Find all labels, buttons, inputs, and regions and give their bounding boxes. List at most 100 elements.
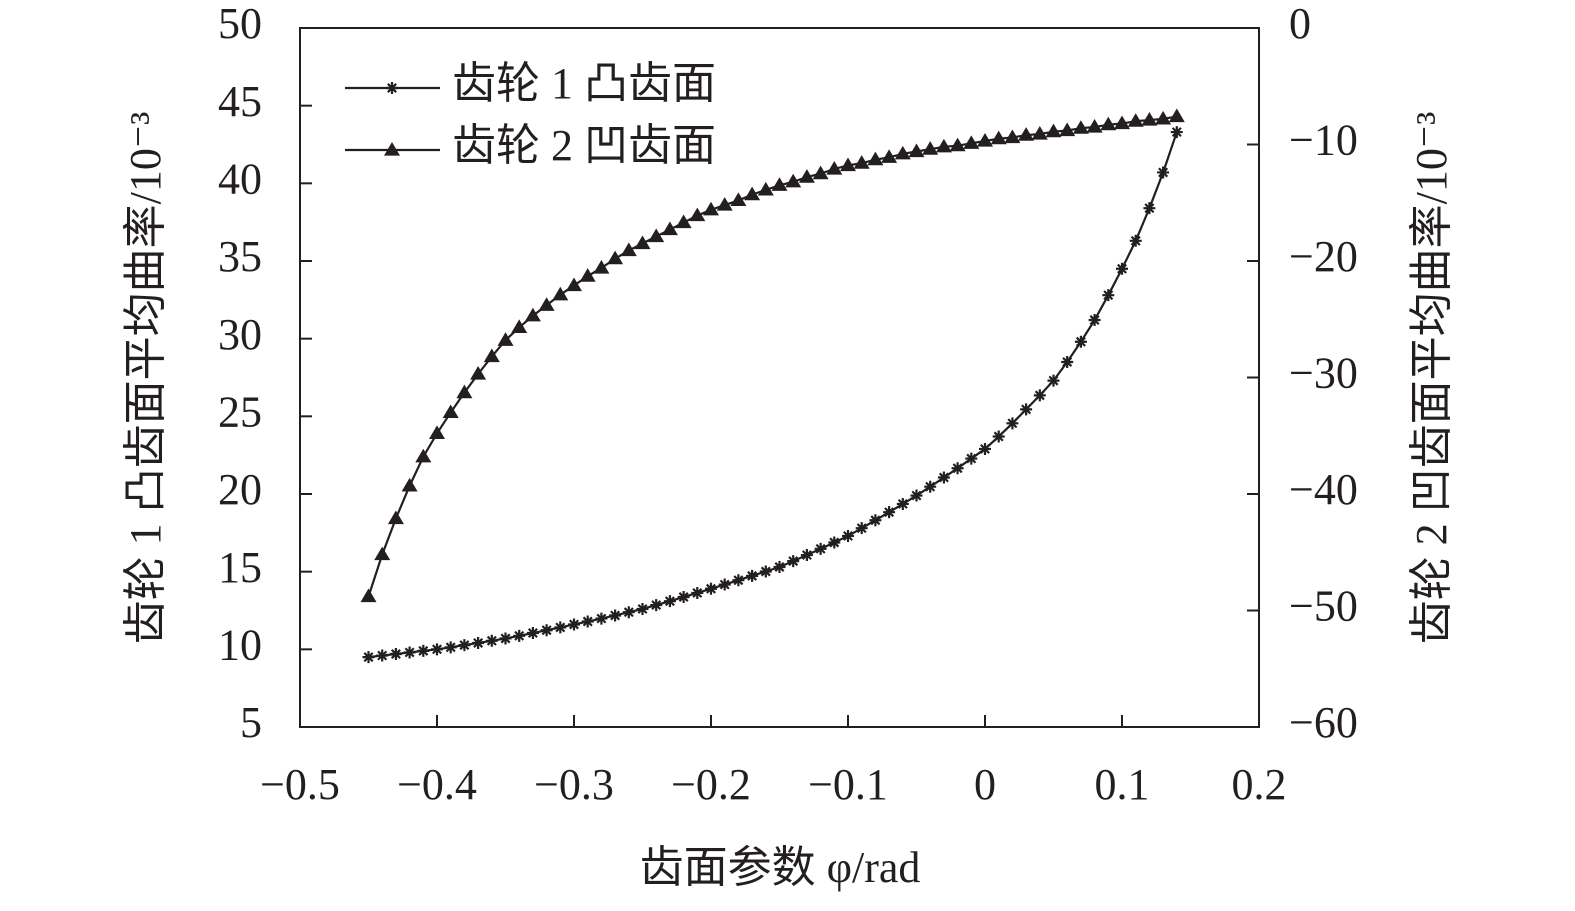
triangle-marker [552, 286, 569, 301]
y2-tick-label: −20 [1289, 232, 1358, 281]
triangle-marker [415, 448, 432, 463]
y-tick-label: 50 [218, 0, 262, 48]
triangle-marker [689, 207, 706, 222]
star-marker [417, 644, 430, 657]
y2-tick-label: 0 [1289, 0, 1311, 48]
triangle-marker [922, 141, 939, 155]
triangle-marker [812, 165, 829, 180]
triangle-marker [840, 157, 856, 172]
star-marker [800, 549, 813, 562]
star-marker [609, 609, 622, 622]
triangle-marker [620, 242, 637, 257]
star-marker [773, 561, 786, 574]
triangle-marker [401, 477, 418, 492]
y2-tick-label: −50 [1289, 582, 1358, 631]
y-tick-label: 20 [218, 465, 262, 514]
triangle-marker [990, 130, 1007, 145]
star-marker [444, 641, 457, 654]
triangle-marker [1018, 127, 1035, 141]
triangle-marker [1004, 129, 1021, 144]
triangle-marker [675, 214, 692, 229]
x-tick-label: 0.1 [1095, 760, 1150, 809]
triangle-marker [497, 332, 514, 346]
y-tick-label: 10 [218, 620, 262, 669]
star-marker [883, 506, 896, 519]
triangle-marker [648, 228, 665, 243]
star-marker [992, 430, 1005, 443]
y-tick-label: 45 [218, 77, 262, 126]
triangle-marker [744, 186, 761, 201]
star-marker [386, 82, 398, 94]
triangle-marker [1168, 108, 1185, 123]
star-marker [540, 624, 553, 637]
x-tick-label: −0.4 [397, 760, 477, 809]
y2-tick-label: −40 [1289, 465, 1358, 514]
triangle-marker [1141, 112, 1158, 126]
star-marker [1020, 403, 1033, 416]
triangle-marker [716, 197, 733, 211]
star-marker [650, 599, 663, 612]
star-marker [1102, 289, 1115, 302]
y2-tick-label: −60 [1289, 698, 1358, 747]
star-marker [746, 569, 759, 582]
star-marker [759, 565, 772, 578]
triangle-marker [661, 221, 678, 236]
triangle-marker [785, 173, 802, 188]
star-marker [979, 442, 991, 455]
star-marker [1170, 126, 1183, 139]
y-tick-label: 5 [240, 698, 262, 747]
legend-label: 齿轮 1 凸齿面 [452, 59, 716, 108]
star-marker [842, 529, 854, 542]
star-marker [499, 632, 512, 645]
triangle-marker [1072, 120, 1089, 134]
star-marker [1157, 166, 1170, 179]
triangle-marker [566, 277, 582, 292]
star-marker [389, 647, 402, 660]
star-marker [965, 452, 978, 465]
star-marker [622, 606, 635, 619]
star-marker [431, 643, 443, 656]
triangle-marker [1155, 110, 1172, 125]
triangle-marker [894, 145, 911, 160]
triangle-marker [963, 135, 980, 149]
triangle-marker [483, 348, 500, 363]
star-marker [485, 634, 498, 647]
star-marker [554, 621, 567, 634]
star-marker [691, 586, 704, 599]
star-marker [814, 542, 827, 555]
x-tick-label: −0.3 [534, 760, 614, 809]
star-marker [937, 471, 950, 484]
star-marker [595, 612, 608, 625]
star-marker [1047, 374, 1060, 387]
x-tick-label: 0.2 [1232, 760, 1287, 809]
star-marker [1116, 262, 1128, 275]
star-marker [732, 574, 745, 587]
triangle-marker [384, 142, 400, 156]
star-marker [1088, 314, 1101, 327]
star-marker [787, 555, 800, 568]
x-tick-label: −0.5 [260, 760, 340, 809]
triangle-marker [949, 137, 966, 152]
star-marker [677, 590, 690, 603]
triangle-marker [1031, 126, 1048, 140]
star-marker [568, 618, 580, 631]
star-marker [924, 480, 937, 493]
triangle-marker [387, 510, 404, 525]
triangle-marker [771, 177, 788, 191]
star-marker [896, 497, 909, 510]
triangle-marker [757, 181, 774, 196]
star-marker [855, 522, 868, 535]
triangle-marker [908, 143, 925, 158]
y2-axis-label: 齿轮 2 凹齿面平均曲率/10⁻³ [1407, 112, 1456, 645]
triangle-marker [456, 384, 473, 399]
triangle-marker [1100, 116, 1117, 131]
triangle-marker [360, 588, 377, 603]
star-marker [513, 629, 526, 642]
triangle-marker [634, 235, 651, 250]
series-line [368, 131, 1178, 659]
triangle-marker [511, 319, 528, 334]
star-marker [910, 489, 923, 502]
triangle-marker [935, 138, 952, 153]
x-tick-label: 0 [974, 760, 996, 809]
